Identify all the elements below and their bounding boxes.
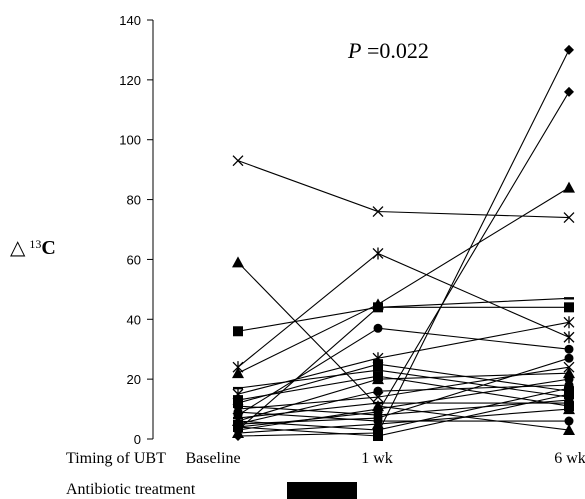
y-tick-label: 80 <box>127 193 141 208</box>
series-markers <box>232 44 575 442</box>
data-point-square <box>564 302 574 313</box>
data-point-triangle <box>563 424 575 436</box>
data-point-dash <box>564 297 574 300</box>
data-point-dash <box>373 368 383 372</box>
data-point-circle <box>564 374 574 384</box>
antibiotic-treatment-bar <box>287 482 357 499</box>
data-point-dash <box>233 386 243 390</box>
antibiotic-treatment-label: Antibiotic treatment <box>66 481 196 498</box>
p-value: =0.022 <box>361 38 428 63</box>
series-lines <box>237 49 570 437</box>
series-line <box>237 321 570 395</box>
data-point-triangle <box>563 181 575 193</box>
data-point-square <box>373 359 383 370</box>
data-point-dash <box>233 416 243 420</box>
data-point-square <box>233 395 243 406</box>
series-line <box>237 252 570 368</box>
data-point-triangle <box>232 367 244 379</box>
data-point-square <box>233 326 243 337</box>
data-point-triangle <box>372 418 384 430</box>
data-point-square <box>564 389 574 400</box>
data-point-triangle <box>563 367 575 379</box>
data-point-circle <box>373 323 383 333</box>
data-point-square <box>373 431 383 442</box>
data-point-x <box>232 155 244 167</box>
isotope-superscript: 13 <box>29 237 41 251</box>
x-tick-label: 6 wk <box>554 450 585 467</box>
series-line <box>237 91 570 428</box>
y-tick-label: 40 <box>127 312 141 327</box>
x-tick-label: 1 wk <box>361 450 393 467</box>
data-point-dash <box>564 386 574 390</box>
data-point-diamond <box>564 44 574 55</box>
y-tick-label: 60 <box>127 252 141 267</box>
data-point-asterisk <box>563 316 575 329</box>
data-point-circle <box>564 416 574 426</box>
data-point-asterisk <box>563 331 575 344</box>
series-line <box>237 306 569 332</box>
x-tick-label: Baseline <box>185 450 240 467</box>
series-line <box>237 375 570 407</box>
data-point-asterisk <box>372 247 384 260</box>
timing-of-ubt-label: Timing of UBT <box>66 450 166 467</box>
data-point-circle <box>373 404 383 414</box>
data-point-circle <box>564 344 574 354</box>
data-point-x <box>372 206 384 218</box>
data-point-square <box>564 401 574 412</box>
series-line <box>237 160 570 219</box>
data-point-circle <box>373 386 383 396</box>
y-tick-label: 0 <box>134 432 141 447</box>
data-point-circle <box>564 353 574 363</box>
series-line <box>237 327 570 416</box>
data-point-circle <box>373 413 383 423</box>
data-point-dash <box>373 401 383 405</box>
y-axis: 0 20 40 60 80 100 120 140 <box>119 13 154 447</box>
data-point-diamond <box>564 86 574 97</box>
data-point-triangle <box>232 256 244 268</box>
p-symbol: P <box>347 38 361 63</box>
y-axis-label: △ 13C <box>10 237 56 259</box>
y-tick-label: 140 <box>119 13 141 28</box>
delta-symbol: △ <box>10 237 26 259</box>
data-point-dash <box>373 428 383 432</box>
y-tick-label: 20 <box>127 372 141 387</box>
data-point-square <box>373 371 383 382</box>
data-point-dash <box>373 306 383 309</box>
data-point-x <box>563 212 575 223</box>
carbon-label: C <box>41 237 55 259</box>
y-tick-label: 120 <box>119 73 141 88</box>
y-tick-label: 100 <box>119 133 141 148</box>
data-point-circle <box>233 419 243 429</box>
x-tick-labels: Baseline 1 wk 6 wk <box>185 450 585 467</box>
p-value-annotation: P =0.022 <box>347 38 429 63</box>
